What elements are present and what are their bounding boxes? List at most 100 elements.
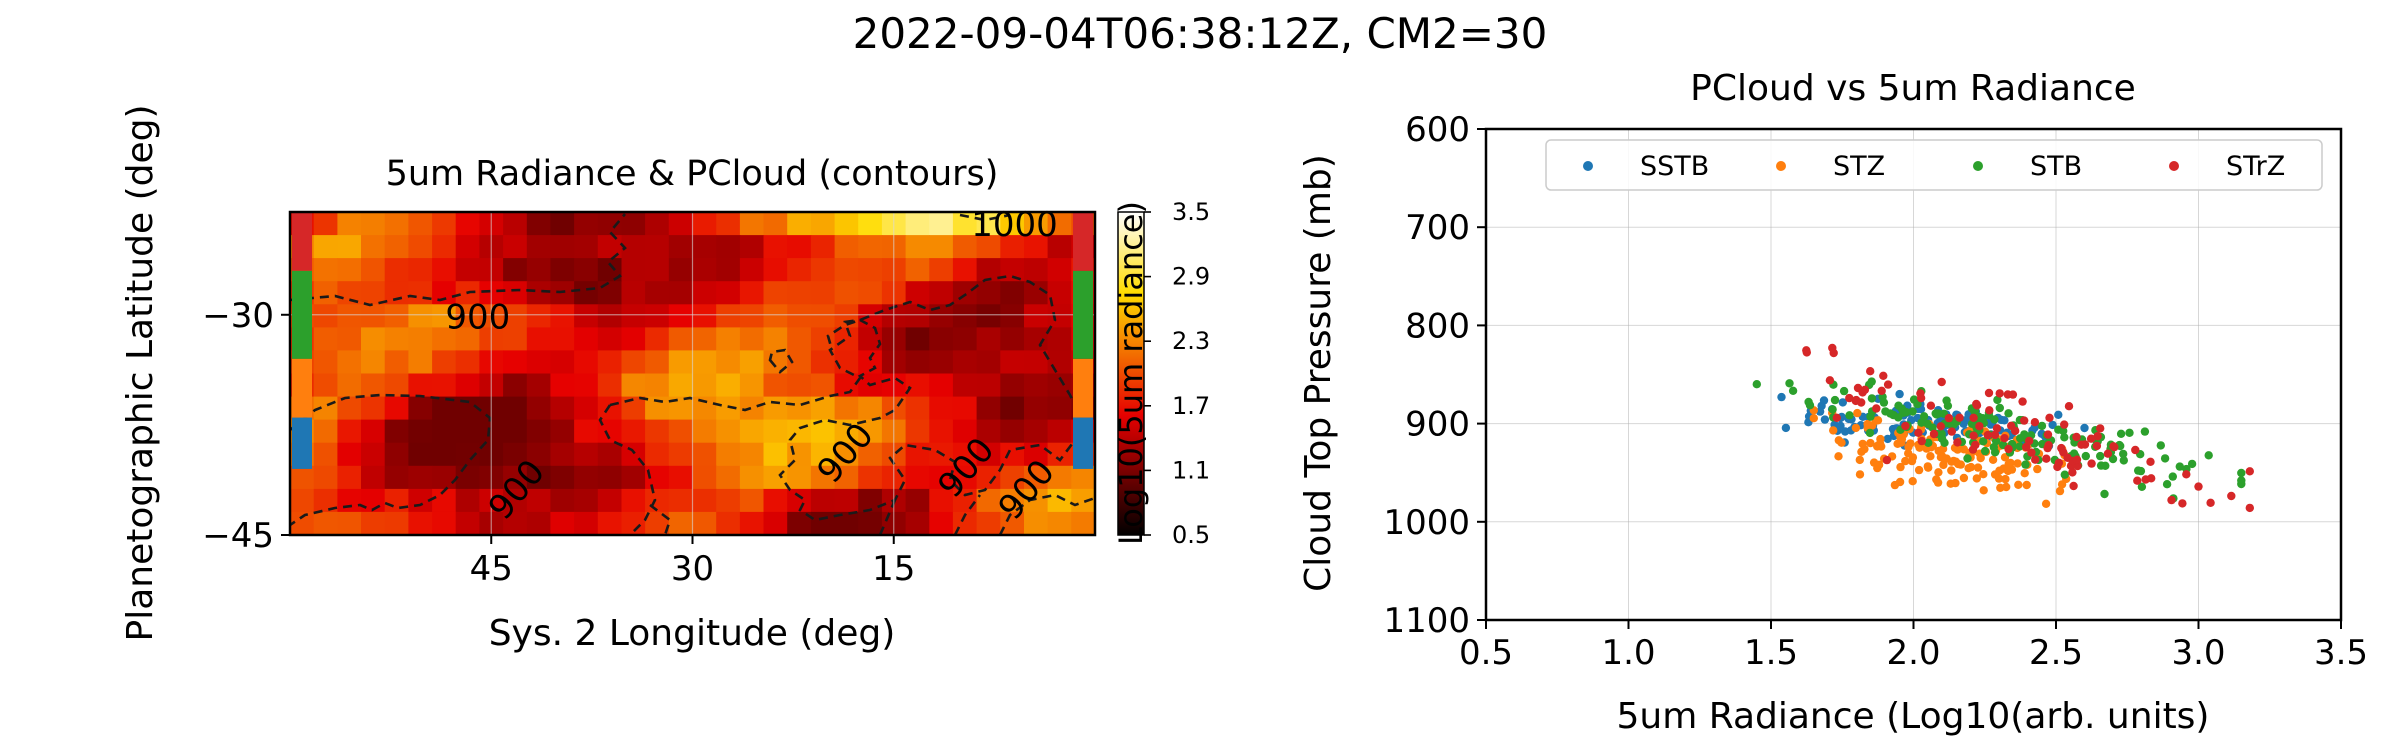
scatter-point-stz [1890,480,1900,490]
legend-marker-sstb [1583,161,1593,171]
heatmap-cell [313,235,338,259]
heatmap-cell [905,327,930,352]
scatter-point-stb [1917,418,1926,427]
colorbar-tick-label: 3.5 [1172,198,1210,226]
heatmap-cell [455,258,480,282]
scatter-point-sstb [1777,392,1786,402]
heatmap-cell [574,281,599,305]
scatter-point-stz [1834,452,1843,461]
heatmap-cell [574,212,599,236]
scatter-point-stb [2059,426,2068,436]
scatter-point-strz [2110,442,2119,452]
heatmap-cell [455,212,480,236]
scatter-point-stb [1908,407,1917,416]
heatmap-cell [337,281,362,305]
scatter-point-stb [2116,429,2126,438]
heatmap-cell [361,465,386,490]
heatmap-cell [905,465,930,490]
heatmap-cell [1000,396,1025,421]
heatmap-cell [432,465,457,490]
heatmap-cell [763,212,788,236]
heatmap-cell [787,350,812,375]
heatmap-cell [574,304,599,328]
heatmap-cell [645,327,670,352]
heatmap-cell [787,212,812,236]
scatter-point-strz [2060,420,2069,429]
heatmap-cell [1000,350,1025,375]
scatter-point-stz [1876,439,1885,448]
heatmap-cell [384,281,409,305]
scatter-x-tick-label: 2.5 [2029,633,2083,673]
heatmap-cell [574,350,599,375]
band-marker-stb [1073,270,1093,359]
heatmap-cell [763,350,788,375]
heatmap-cell [384,212,409,236]
scatter-point-stb [1980,446,1990,456]
scatter-point-strz [2194,482,2203,491]
heatmap-cell [976,373,1001,398]
heatmap-cell [1071,465,1095,490]
scatter-point-stz [2033,464,2042,474]
heatmap-cell [976,465,1001,490]
heatmap-cell [834,281,859,305]
contour-label: 900 [445,298,510,338]
colorbar-ticks: 3.5 2.9 2.3 1.7 1.1 0.5 [1144,198,1210,549]
scatter-point-strz [2133,476,2142,485]
heatmap-cell [621,281,646,305]
heatmap-cell [621,511,646,535]
legend-label-strz: STrZ [2226,151,2285,182]
scatter-point-strz [1971,440,1980,450]
scatter-point-stb [1940,438,1949,447]
heatmap-cell [526,258,552,282]
scatter-point-strz [2043,430,2053,439]
heatmap-cell [787,281,812,305]
heatmap-cell [1000,465,1025,490]
heatmap-cell [716,488,741,513]
scatter-point-strz [2057,443,2066,453]
heatmap-cell [432,235,457,259]
scatter-point-stb [2204,451,2213,460]
heatmap-cell [810,212,836,236]
colorbar [1117,211,1145,536]
heatmap-cell [929,235,954,259]
heatmap-cell [976,419,1001,444]
heatmap-cell [834,465,859,490]
heatmap-cell [455,442,480,467]
scatter-point-stz [1979,486,1988,495]
scatter-point-stz [1866,438,1875,448]
heatmap-cell [787,511,812,535]
scatter-point-stz [1933,478,1943,487]
heatmap-cell [1047,396,1072,421]
band-marker-stz [292,358,312,418]
heatmap-cell [1047,373,1072,398]
heatmap-cell [763,281,788,305]
heatmap-cell [716,258,741,282]
scatter-point-stb [1995,403,2005,413]
heatmap-cell [763,442,788,467]
contour-line [959,213,1011,222]
scatter-title: PCloud vs 5um Radiance [1690,68,2136,109]
scatter-point-strz [1879,371,1888,380]
heatmap-cell [455,327,480,352]
heatmap-cell [1000,488,1025,513]
heatmap-cell [810,396,836,421]
heatmap-cell [716,235,741,259]
heatmap-cell [384,235,409,259]
band-markers [292,212,1093,469]
heatmap-panel: 5um Radiance & PCloud (contours) 1000900… [120,104,1210,654]
heatmap-cell [1024,373,1049,398]
heatmap-cell [313,419,338,444]
scatter-point-stb [1949,420,1958,429]
scatter-point-sstb [1836,421,1845,430]
heatmap-cell [834,419,859,444]
scatter-point-stz [1934,468,1943,477]
band-marker-sstb [1073,417,1093,469]
heatmap-cell [1047,511,1072,535]
heatmap-cell [905,419,930,444]
heatmap-cell [976,281,1001,305]
heatmap-cell [455,350,480,375]
heatmap-y-label: Planetographic Latitude (deg) [120,104,161,641]
heatmap-cell [361,350,386,375]
heatmap-cell [1000,304,1025,328]
heatmap-cell [952,373,978,398]
